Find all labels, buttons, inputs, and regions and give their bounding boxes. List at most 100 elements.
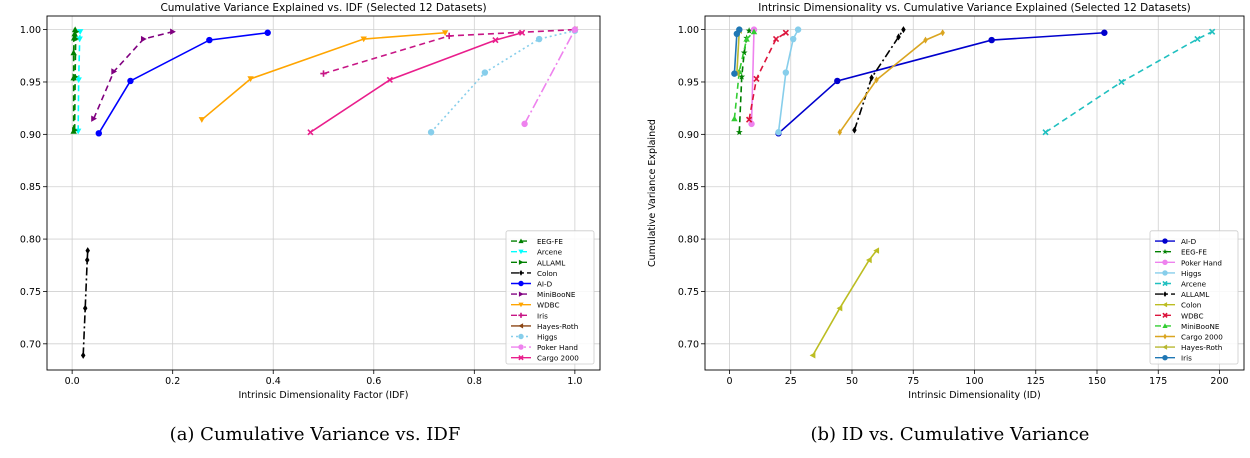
a-chart-title: Cumulative Variance Explained vs. IDF (S…	[160, 2, 486, 14]
b-xtick-label-3: 75	[907, 376, 919, 387]
b-legend-entry-cargo-2000-marker	[1163, 333, 1167, 340]
b-series-allaml	[852, 26, 906, 134]
a-xtick-label-2: 0.4	[266, 376, 281, 387]
b-series-allaml-point-1	[869, 74, 874, 82]
a-series-colon	[80, 247, 90, 359]
b-series-colon-point-0	[809, 352, 816, 359]
b-series-eeg-fe-point-2	[740, 49, 748, 56]
a-xtick-label-1: 0.2	[165, 376, 180, 387]
b-ytick-label-5: 0.95	[678, 77, 699, 88]
b-xtick-label-4: 100	[965, 376, 983, 387]
b-legend-entry-wdbc-marker	[1162, 312, 1168, 318]
a-legend-entry-colon-marker	[519, 270, 523, 276]
b-series-arcene-point-1	[1118, 78, 1125, 86]
b-series-wdbc	[745, 29, 789, 123]
a-legend-entry-higgs: Higgs	[511, 333, 558, 342]
a-series-miniboone-point-1	[111, 68, 118, 75]
chart-idf-vs-variance: Cumulative Variance Explained vs. IDF (S…	[20, 2, 601, 401]
a-series-colon-point-2	[84, 256, 90, 264]
b-series-ai-d-point-3	[1101, 29, 1108, 36]
b-series-higgs-line	[777, 29, 799, 133]
a-legend-entry-allaml-marker	[518, 259, 524, 265]
a-series-iris	[320, 26, 579, 77]
b-legend-entry-wdbc-label: WDBC	[1181, 311, 1203, 320]
b-chart-title: Intrinsic Dimensionality vs. Cumulative …	[758, 2, 1191, 14]
a-legend-entry-colon-label: Colon	[537, 269, 557, 278]
b-series-cargo-2000-point-1	[874, 76, 879, 84]
a-series-wdbc-point-0	[198, 117, 206, 123]
chart-id-vs-variance: Intrinsic Dimensionality vs. Cumulative …	[647, 2, 1245, 401]
b-legend-entry-hayes-roth-marker	[1162, 344, 1168, 350]
b-legend-box	[1149, 230, 1239, 365]
b-legend-entry-hayes-roth-label: Hayes-Roth	[1181, 343, 1222, 352]
a-series-arcene-point-3	[76, 29, 84, 35]
b-legend-entry-iris: Iris	[1155, 354, 1192, 363]
b-legend-entry-ai-d-label: AI-D	[1181, 237, 1197, 246]
b-legend-entry-poker-hand: Poker Hand	[1155, 258, 1222, 267]
a-legend-entry-ai-d: AI-D	[511, 280, 553, 289]
b-series-arcene	[1042, 28, 1216, 136]
b-legend-entry-arcene-label: Arcene	[1181, 280, 1207, 289]
a-legend-entry-poker-hand-marker	[518, 344, 524, 350]
b-legend-entry-higgs: Higgs	[1155, 269, 1202, 278]
b-series-ai-d	[775, 29, 1108, 137]
b-series-wdbc-point-3	[782, 29, 789, 36]
a-legend-entry-eeg-fe-marker	[518, 238, 524, 244]
a-legend-entry-colon: Colon	[511, 269, 557, 278]
a-series-allaml-point-2	[73, 35, 79, 43]
a-legend-entry-miniboone: MiniBooNE	[511, 290, 576, 299]
a-series-wdbc-point-2	[360, 36, 367, 43]
b-legend-entry-cargo-2000: Cargo 2000	[1155, 333, 1223, 342]
b-legend-entry-wdbc: WDBC	[1155, 311, 1203, 320]
a-series-miniboone-point-2	[140, 35, 147, 43]
b-series-ai-d-point-2	[988, 36, 995, 44]
b-series-cargo-2000-point-3	[940, 29, 945, 37]
b-series-miniboone-point-3	[750, 28, 758, 35]
b-xtick-label-7: 175	[1149, 376, 1167, 387]
b-ytick-label-1: 0.75	[678, 287, 699, 298]
b-series-miniboone-point-2	[743, 35, 750, 42]
a-series-wdbc-point-3	[441, 30, 449, 36]
b-series-colon-line	[812, 250, 878, 356]
b-series-allaml-point-3	[901, 26, 906, 34]
a-series-cargo-2000-point-2	[492, 36, 499, 44]
a-series-arcene-point-1	[75, 77, 82, 84]
b-series-higgs-point-3	[794, 26, 802, 33]
a-series-allaml-point-0	[72, 126, 78, 134]
b-series-higgs-point-2	[789, 35, 797, 43]
caption-b: (b) ID vs. Cumulative Variance	[811, 424, 1090, 445]
a-ytick-label-1: 0.75	[20, 287, 41, 298]
b-ytick-label-4: 0.90	[678, 130, 699, 141]
a-legend-entry-higgs-marker	[518, 333, 524, 340]
b-series-colon-point-3	[873, 247, 880, 254]
a-series-allaml-point-3	[73, 28, 80, 35]
a-legend-entry-iris-marker	[518, 312, 524, 318]
a-series-poker-hand-point-0	[521, 120, 528, 128]
b-xtick-label-8: 200	[1210, 376, 1228, 387]
b-legend-entry-hayes-roth: Hayes-Roth	[1155, 343, 1222, 352]
a-legend-entry-eeg-fe: EEG-FE	[511, 237, 563, 246]
a-series-higgs-point-1	[481, 69, 489, 76]
a-series-colon-point-3	[85, 247, 90, 255]
a-legend-entry-cargo-2000: Cargo 2000	[511, 354, 579, 363]
a-xtick-label-0: 0.0	[65, 376, 80, 387]
b-series-poker-hand	[748, 26, 758, 128]
b-series-iris	[731, 26, 743, 77]
a-legend-entry-allaml: ALLAML	[511, 258, 565, 267]
b-series-ai-d-line	[777, 31, 1105, 134]
b-series-wdbc-point-0	[745, 116, 753, 123]
b-xtick-label-0: 0	[726, 376, 732, 387]
b-ytick-label-6: 1.00	[678, 25, 699, 36]
a-series-cargo-2000-line	[309, 31, 523, 133]
a-legend-entry-higgs-label: Higgs	[537, 333, 558, 342]
a-series-wdbc-point-1	[247, 76, 254, 83]
b-legend-entry-higgs-label: Higgs	[1181, 269, 1202, 278]
a-legend-entry-ai-d-marker	[518, 280, 524, 287]
b-series-iris-point-2	[736, 26, 743, 33]
a-series-iris-point-1	[445, 32, 453, 40]
a-ytick-label-0: 0.70	[20, 339, 41, 350]
b-series-eeg-fe-point-4	[745, 27, 753, 34]
a-series-colon-line	[82, 250, 89, 356]
